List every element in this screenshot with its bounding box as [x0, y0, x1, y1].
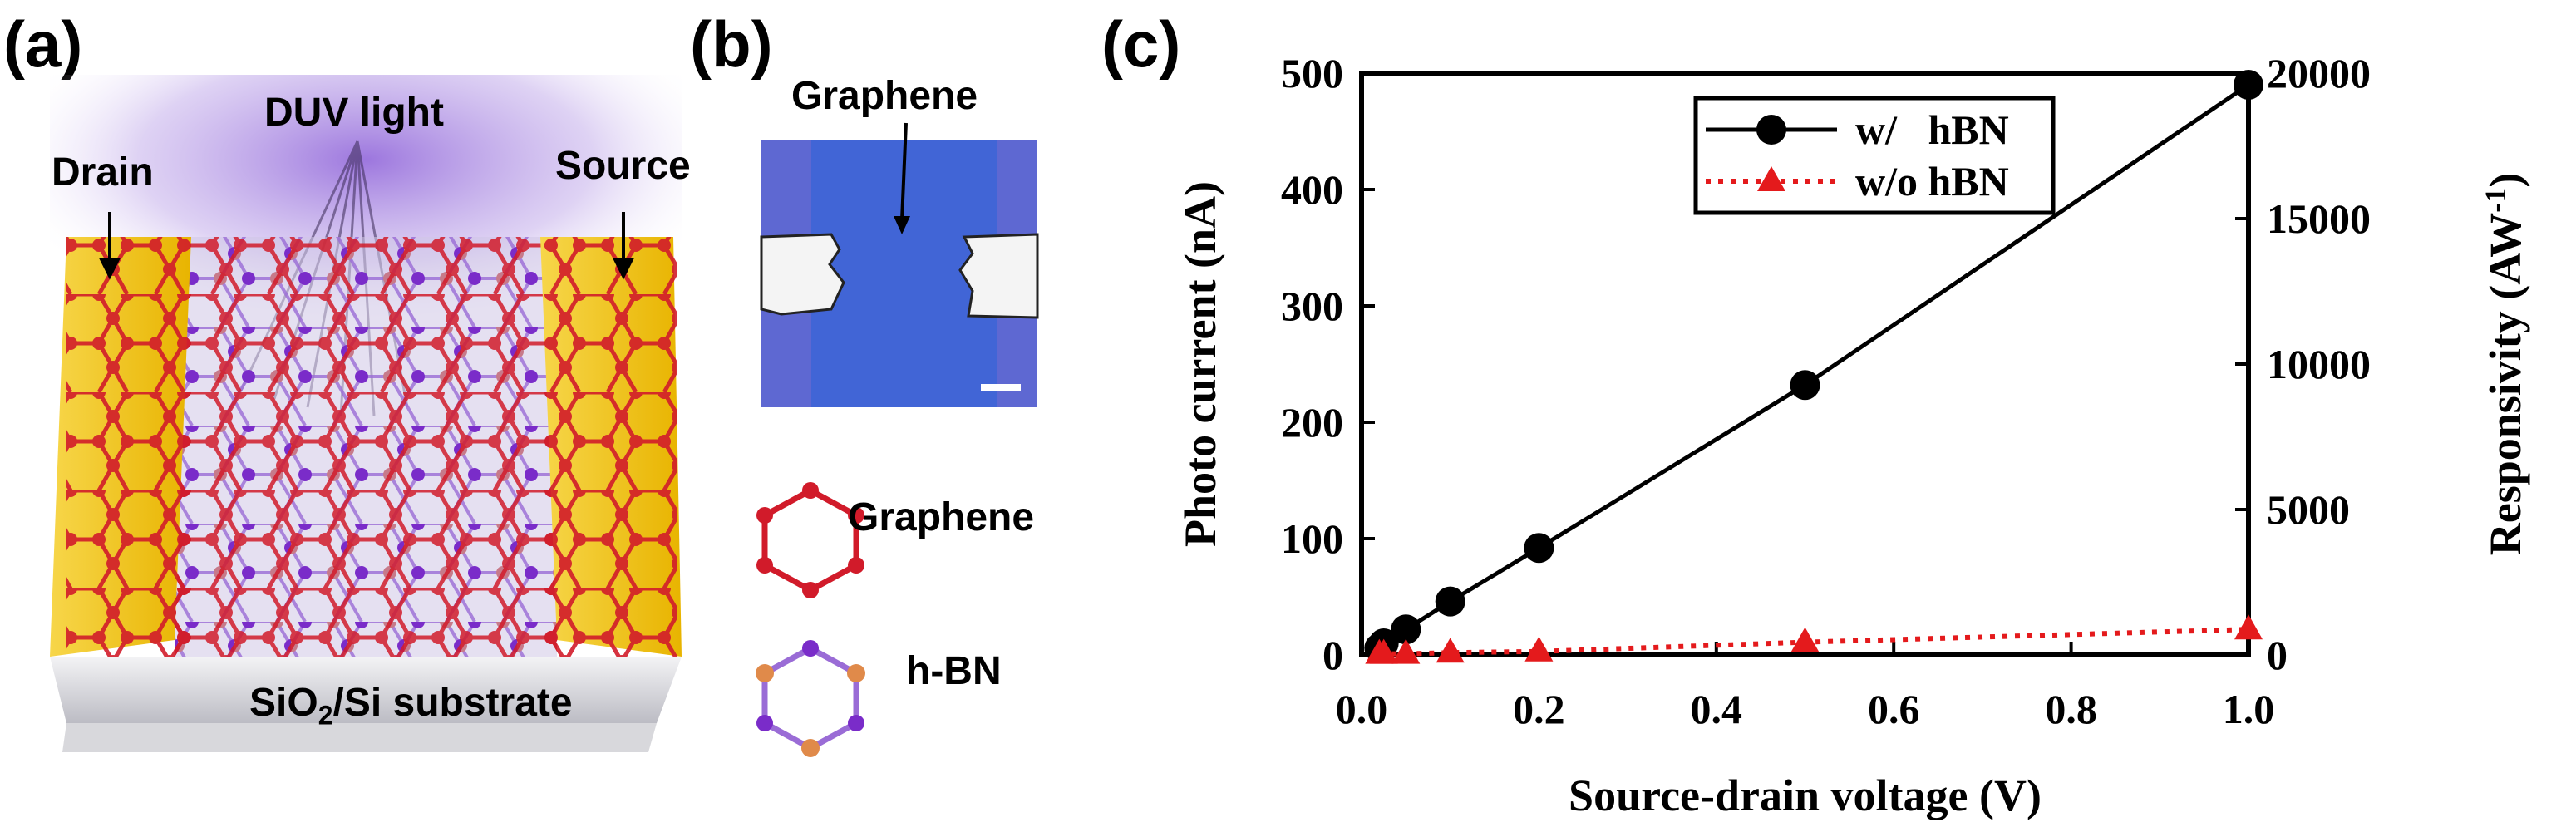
series-wo-hbn-point	[1436, 638, 1465, 663]
legend-w-hbn-marker	[1756, 115, 1786, 145]
hbn-legend-label: h-BN	[906, 649, 1002, 693]
y2-tick-label: 20000	[2267, 50, 2371, 96]
series-wo-hbn-point	[1369, 638, 1398, 664]
y2-axis-label-main: Responsivity (AW	[2480, 213, 2530, 556]
graphene-legend-icon	[756, 482, 864, 598]
y-tick-label: 500	[1281, 50, 1343, 96]
x-tick-label: 0.0	[1336, 686, 1388, 732]
y2-tick-label: 15000	[2267, 195, 2371, 242]
y-tick-label: 0	[1322, 632, 1343, 678]
graphene-lattice	[175, 237, 557, 657]
y2-axis-label-sup: -1	[2479, 188, 2512, 213]
x-tick-label: 0.2	[1513, 686, 1565, 732]
series-wo-hbn-point	[1790, 627, 1820, 652]
x-tick-label: 0.8	[2045, 686, 2097, 732]
panel-label-c: (c)	[1101, 7, 1181, 81]
graphene-image-label: Graphene	[791, 74, 978, 118]
legend-wo-hbn-label: w/o hBN	[1855, 158, 2009, 204]
x-tick-label: 0.4	[1691, 686, 1743, 732]
right-contact	[958, 233, 1039, 319]
substrate-suffix: /Si substrate	[332, 681, 573, 725]
series-w-hbn-point	[1391, 614, 1421, 645]
series-w-hbn-point	[1524, 533, 1554, 564]
scale-bar	[981, 384, 1021, 391]
legend-w-hbn-label: w/ hBN	[1855, 106, 2009, 153]
legend-box	[1693, 96, 2056, 215]
legend-wo-hbn-marker	[1757, 166, 1785, 191]
photocurrent-chart: 0.0 0.2 0.4 0.6 0.8 1.00100200300400500050001…	[1175, 50, 2530, 820]
series-w-hbn-point	[1435, 586, 1465, 617]
y2-axis-label: Responsivity (AW-1)	[2479, 173, 2530, 556]
panel-label-b: (b)	[690, 7, 773, 81]
y-tick-label: 300	[1281, 283, 1343, 329]
series-w-hbn-point	[1790, 370, 1820, 401]
series-w-hbn-point	[2234, 70, 2263, 100]
y2-axis-label-end: )	[2480, 173, 2530, 188]
x-tick-label: 0.6	[1868, 686, 1920, 732]
panel-label-a: (a)	[3, 7, 83, 81]
y-tick-label: 100	[1281, 515, 1343, 562]
duv-light-label: DUV light	[264, 91, 444, 135]
substrate-prefix: SiO	[249, 681, 318, 725]
source-label: Source	[555, 144, 691, 188]
y-tick-label: 200	[1281, 399, 1343, 446]
x-tick-label: 1.0	[2223, 686, 2275, 732]
graphene-legend-label: Graphene	[848, 495, 1035, 539]
optical-image-drawing	[756, 122, 1039, 757]
substrate	[50, 657, 682, 723]
series-wo-hbn-point	[1391, 638, 1421, 664]
series-wo-hbn-point	[2234, 614, 2263, 640]
hbn-legend-icon	[756, 640, 865, 757]
y-axis-label: Photo current (nA)	[1175, 181, 1225, 547]
substrate-subscript: 2	[318, 700, 333, 731]
y2-tick-label: 0	[2267, 632, 2288, 678]
y2-tick-label: 10000	[2267, 341, 2371, 387]
y-tick-label: 400	[1281, 166, 1343, 213]
left-contact	[760, 233, 845, 316]
series-wo-hbn-point	[1524, 636, 1554, 662]
device-schematic-drawing	[50, 75, 682, 752]
optical-image-panel: Graphene Graphene h-BN	[731, 0, 1081, 833]
x-axis-label: Source-drain voltage (V)	[1569, 771, 2042, 820]
device-schematic: DUV light Drain Source SiO2/Si substrate	[0, 0, 731, 833]
y2-tick-label: 5000	[2267, 486, 2350, 533]
drain-label: Drain	[52, 150, 154, 194]
substrate-label: SiO2/Si substrate	[249, 680, 573, 731]
